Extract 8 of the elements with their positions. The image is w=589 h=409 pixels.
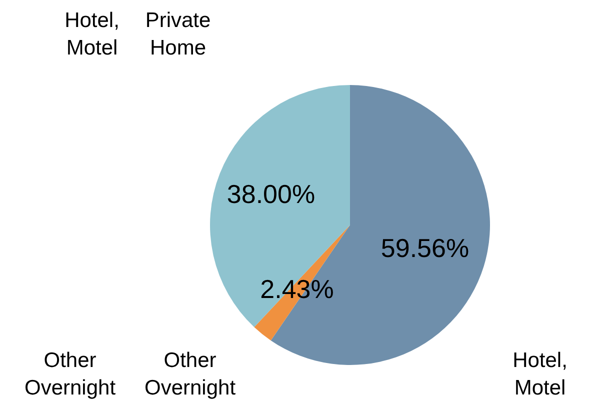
text: Other Overnight [24, 349, 116, 400]
slice-label: Hotel, Motel [512, 349, 568, 400]
slice-label: Other Overnight [144, 349, 236, 400]
data-label: 59.56% [380, 233, 470, 263]
pie-slice [210, 85, 350, 328]
slice-label: Private Home [145, 9, 211, 60]
data-label: 38.00% [226, 179, 316, 209]
text: Hotel, Motel [64, 9, 120, 60]
